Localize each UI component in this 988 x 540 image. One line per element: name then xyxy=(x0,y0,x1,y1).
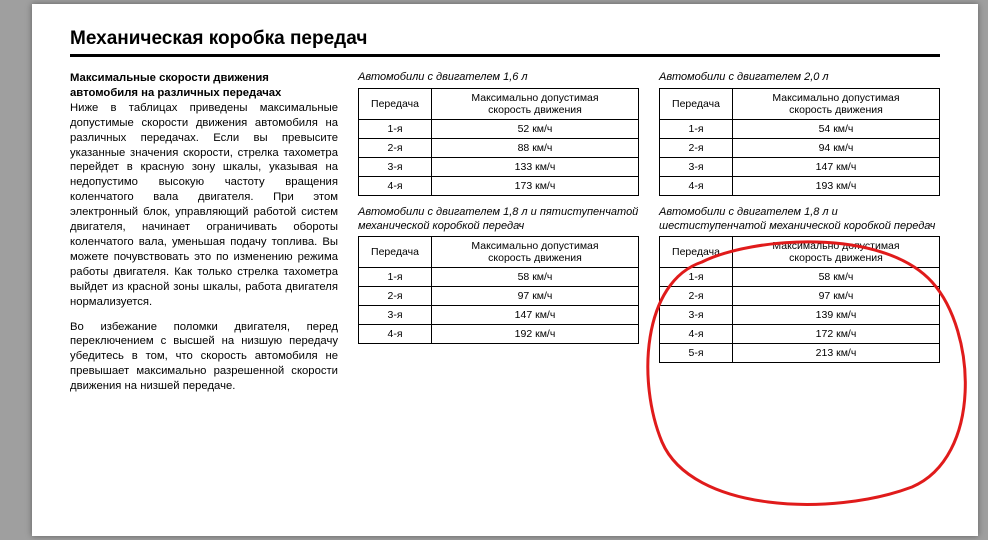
content-columns: Максимальные скорости движения автомобил… xyxy=(70,71,940,404)
page-title-block: Механическая коробка передач xyxy=(70,28,940,57)
table-row: 4-я192 км/ч xyxy=(359,325,639,344)
middle-tables-column: Автомобили с двигателем 1,6 л Передача М… xyxy=(358,71,639,404)
table-row: 1-я54 км/ч xyxy=(660,119,940,138)
table-row: 1-я58 км/ч xyxy=(359,268,639,287)
table-header-speed: Максимально допустимая скорость движения xyxy=(733,237,940,268)
left-heading-line2: автомобиля на различных передачах xyxy=(70,87,281,99)
table-caption-1-6l: Автомобили с двигателем 1,6 л xyxy=(358,71,639,85)
left-heading-line1: Максимальные скорости движения xyxy=(70,72,269,84)
table-row: 2-я97 км/ч xyxy=(660,287,940,306)
table-header-gear: Передача xyxy=(359,237,432,268)
left-paragraph-2: Во избежание поломки двигателя, перед пе… xyxy=(70,320,338,395)
table-header-gear: Передача xyxy=(359,88,432,119)
table-row: 4-я172 км/ч xyxy=(660,325,940,344)
page-title: Механическая коробка передач xyxy=(70,28,367,49)
table-row: 2-я97 км/ч xyxy=(359,287,639,306)
table-row: 5-я213 км/ч xyxy=(660,344,940,363)
table-caption-1-8l-6sp: Автомобили с двигателем 1,8 л и шестисту… xyxy=(659,206,940,234)
table-row: 4-я193 км/ч xyxy=(660,176,940,195)
table-row: 3-я147 км/ч xyxy=(660,157,940,176)
table-row: 3-я147 км/ч xyxy=(359,306,639,325)
table-row: 2-я94 км/ч xyxy=(660,138,940,157)
table-1-8l-6sp: Передача Максимально допустимая скорость… xyxy=(659,236,940,363)
table-header-gear: Передача xyxy=(660,88,733,119)
table-row: 3-я133 км/ч xyxy=(359,157,639,176)
table-1-6l: Передача Максимально допустимая скорость… xyxy=(358,88,639,196)
table-1-8l-5sp: Передача Максимально допустимая скорость… xyxy=(358,236,639,344)
table-row: 3-я139 км/ч xyxy=(660,306,940,325)
document-page: Механическая коробка передач Максимальны… xyxy=(32,4,978,536)
left-text-column: Максимальные скорости движения автомобил… xyxy=(70,71,338,404)
table-header-speed: Максимально допустимая скорость движения xyxy=(432,88,639,119)
viewer-viewport: Механическая коробка передач Максимальны… xyxy=(0,0,988,540)
table-caption-1-8l-5sp: Автомобили с двигателем 1,8 л и пятиступ… xyxy=(358,206,639,234)
table-header-speed: Максимально допустимая скорость движения xyxy=(733,88,940,119)
table-row: 1-я52 км/ч xyxy=(359,119,639,138)
table-row: 2-я88 км/ч xyxy=(359,138,639,157)
table-row: 1-я58 км/ч xyxy=(660,268,940,287)
table-header-speed: Максимально допустимая скорость движения xyxy=(432,237,639,268)
right-tables-column: Автомобили с двигателем 2,0 л Передача М… xyxy=(659,71,940,404)
table-caption-2-0l: Автомобили с двигателем 2,0 л xyxy=(659,71,940,85)
table-header-gear: Передача xyxy=(660,237,733,268)
left-paragraph-1: Ниже в таблицах приведены максимальные д… xyxy=(70,102,338,308)
table-row: 4-я173 км/ч xyxy=(359,176,639,195)
table-2-0l: Передача Максимально допустимая скорость… xyxy=(659,88,940,196)
